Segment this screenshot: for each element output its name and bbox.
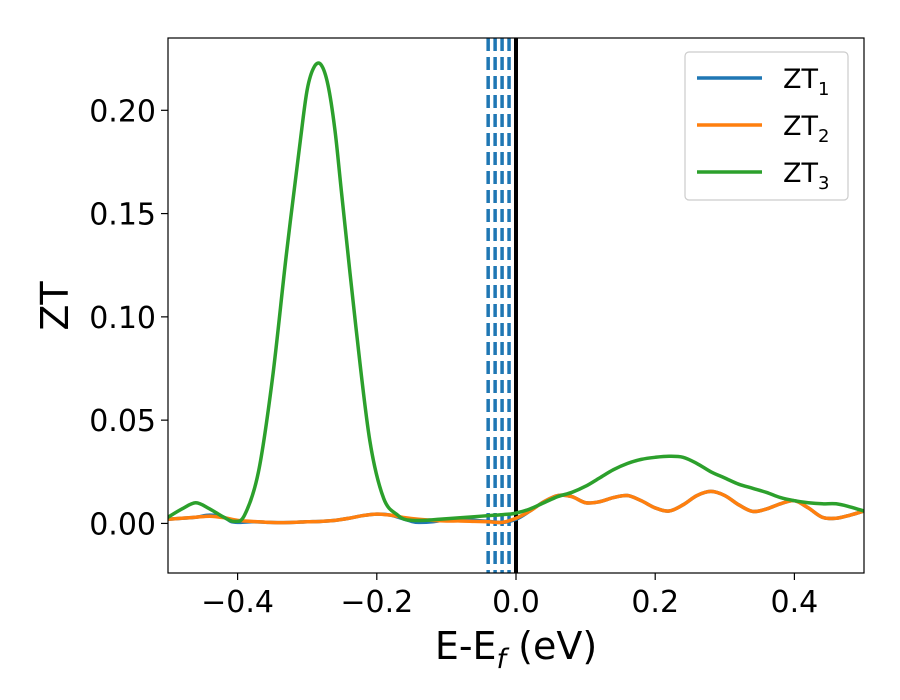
y-axis: 0.00 0.05 0.10 0.15 0.20	[89, 94, 168, 542]
x-tick-label: −0.4	[201, 585, 274, 620]
series-layer	[168, 61, 864, 525]
legend-label-3: ZT3	[783, 158, 829, 194]
x-axis-title-unit: (eV)	[506, 624, 597, 668]
y-axis-title: ZT	[33, 281, 77, 331]
x-axis: −0.4 −0.2 0.0 0.2 0.4	[201, 573, 818, 620]
series-line-3	[168, 61, 864, 524]
legend-box	[684, 51, 849, 201]
x-tick-label: 0.0	[492, 585, 540, 620]
series-line-2	[168, 489, 864, 525]
x-tick-label: 0.4	[771, 585, 819, 620]
x-tick-label: −0.2	[340, 585, 413, 620]
x-tick-label: 0.2	[631, 585, 679, 620]
x-axis-title-main: E-E	[435, 624, 497, 668]
legend: ZT1 ZT2 ZT3	[684, 51, 849, 201]
y-tick-label: 0.10	[89, 301, 156, 336]
vertical-reference-lines	[486, 38, 518, 573]
y-tick-label: 0.00	[89, 507, 156, 542]
y-tick-label: 0.20	[89, 94, 156, 129]
legend-label-1: ZT1	[783, 64, 829, 100]
x-axis-title: E-Ef (eV)	[435, 624, 597, 675]
legend-label-2: ZT2	[783, 111, 829, 147]
y-tick-label: 0.15	[89, 198, 156, 233]
y-tick-label: 0.05	[89, 404, 156, 439]
